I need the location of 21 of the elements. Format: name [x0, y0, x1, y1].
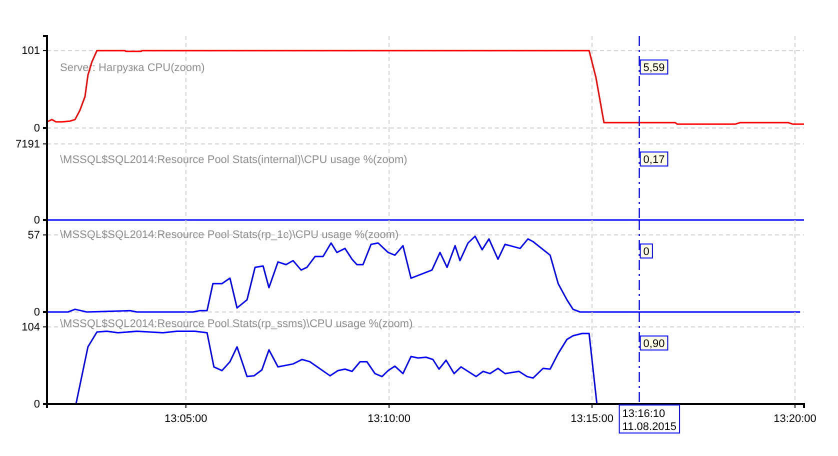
- x-tick-label: 13:05:00: [164, 413, 208, 425]
- text: \MSSQL$SQL2014:Resource Pool Stats(internal)\CPU usage %(zoom): [60, 154, 408, 166]
- y-tick-label: 101: [22, 45, 40, 58]
- annotation: 0: [643, 246, 650, 258]
- y-tick-label: 0: [34, 122, 40, 135]
- y-tick-label: 0: [34, 398, 40, 411]
- y-tick-label: 0: [34, 306, 40, 319]
- annotation: 5,59: [643, 62, 665, 74]
- x-tick-label: 13:10:00: [368, 413, 410, 425]
- text: \MSSQL$SQL2014:Resource Pool Stats(rp_ssms)\CPU usage %(zoom): [60, 318, 413, 330]
- x-tick-label: 13:15:00: [570, 413, 614, 425]
- y-tick-label: 57: [28, 229, 40, 242]
- ref-line-label: 13:16:10 11.08.2015: [622, 408, 677, 433]
- line-series: [46, 50, 805, 125]
- y-tick-label: 104: [22, 321, 40, 334]
- text: \MSSQL$SQL2014:Resource Pool Stats(rp_1c)\CPU usage %(zoom): [60, 229, 399, 241]
- y-tick-label: 0: [34, 214, 40, 227]
- annotation: 0,90: [643, 338, 665, 350]
- x-tick-label: 13:20:00: [774, 413, 816, 425]
- y-tick-label: 7191: [16, 138, 40, 150]
- annotation: 0,17: [643, 154, 665, 166]
